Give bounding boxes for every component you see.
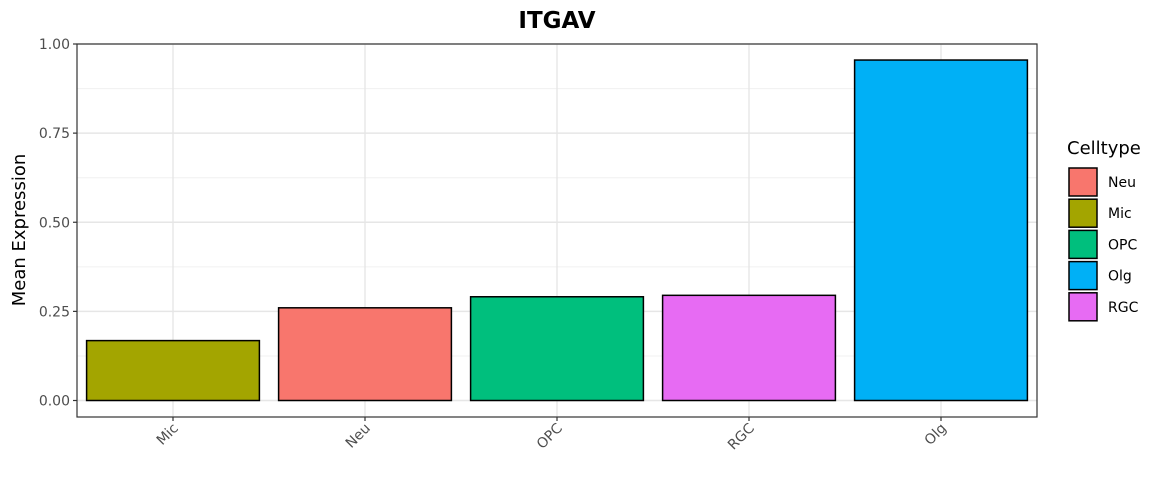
- legend-key-opc: [1068, 229, 1098, 260]
- chart-title: ITGAV: [518, 8, 595, 34]
- y-tick-label: 0.75: [39, 126, 70, 142]
- x-tick-label: Olg: [922, 421, 950, 449]
- y-tick-label: 0.50: [39, 215, 70, 231]
- legend-key-mic: [1068, 198, 1098, 228]
- bar-rgc: [661, 294, 837, 402]
- y-tick-label: 0.00: [39, 394, 70, 410]
- legend-label-neu: Neu: [1108, 175, 1136, 191]
- y-axis-title: Mean Expression: [9, 154, 30, 306]
- legend-label-olg: Olg: [1108, 269, 1132, 285]
- x-tick-label: OPC: [534, 420, 566, 452]
- legend-key-neu: [1068, 167, 1098, 197]
- bar-mic: [85, 339, 261, 402]
- bar-olg: [853, 59, 1029, 402]
- x-tick-label: RGC: [725, 420, 758, 453]
- legend-label-rgc: RGC: [1108, 300, 1139, 316]
- legend-key-rgc: [1068, 292, 1098, 322]
- legend-title: Celltype: [1067, 138, 1141, 159]
- bar-opc: [469, 296, 645, 402]
- legend-key-olg: [1068, 260, 1098, 291]
- bar-neu: [277, 307, 453, 402]
- y-tick-label: 0.25: [39, 304, 70, 320]
- x-tick-label: Mic: [154, 421, 182, 449]
- y-tick-label: 1.00: [39, 37, 70, 53]
- x-tick-label: Neu: [343, 421, 374, 452]
- legend-label-opc: OPC: [1108, 237, 1137, 253]
- legend-label-mic: Mic: [1108, 206, 1132, 222]
